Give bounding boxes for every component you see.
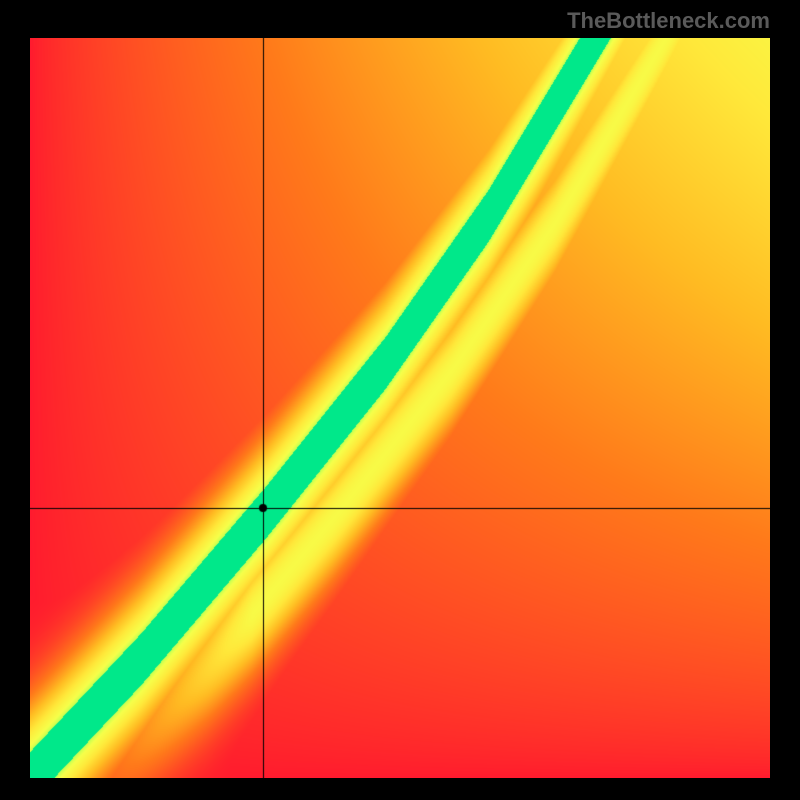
heatmap-canvas bbox=[30, 38, 770, 778]
watermark-text: TheBottleneck.com bbox=[567, 8, 770, 34]
bottleneck-heatmap bbox=[30, 38, 770, 778]
